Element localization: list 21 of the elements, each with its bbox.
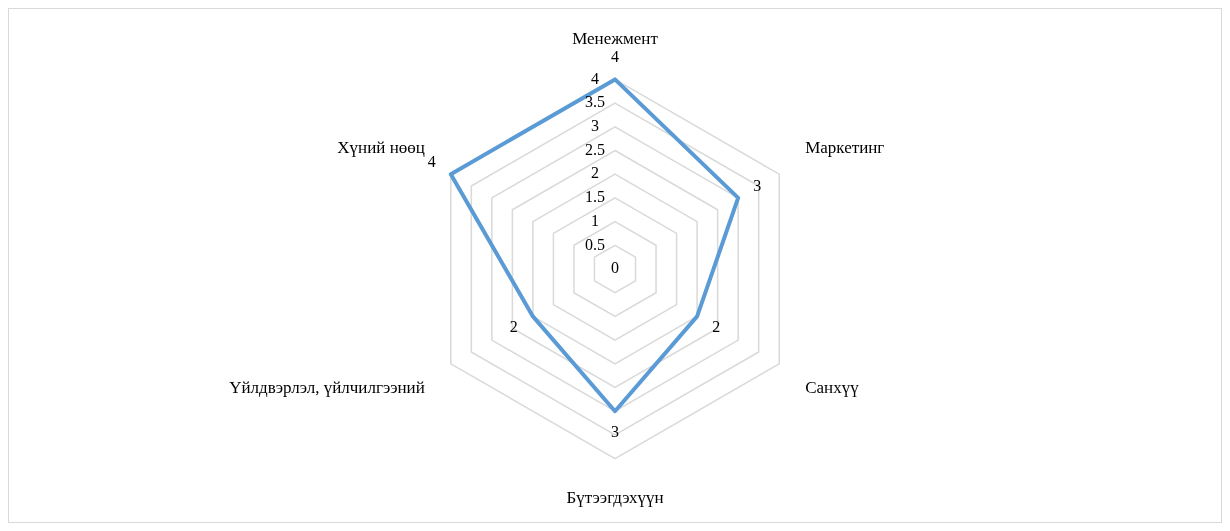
data-label: 4 [427, 153, 436, 171]
spoke-label: Менежмент [572, 28, 659, 48]
y-tick-label: 0 [611, 259, 619, 277]
data-label: 3 [611, 423, 619, 441]
data-label: 2 [712, 317, 721, 335]
data-label: 4 [611, 47, 619, 65]
spoke-label: Санхүү [805, 378, 860, 398]
y-tick-label: 2 [591, 164, 599, 182]
y-tick-label: 0.5 [585, 235, 605, 253]
y-tick-label: 2.5 [585, 140, 605, 158]
y-tick-label: 3.5 [585, 93, 605, 111]
data-label: 3 [753, 177, 762, 195]
spoke-label: Бүтээгдэхүүн [566, 488, 664, 508]
y-tick-label: 1 [591, 211, 599, 229]
spoke-label: Үйлдвэрлэл, үйлчилгээний [229, 378, 425, 398]
y-tick-label: 1.5 [585, 188, 605, 206]
y-tick-label: 4 [591, 69, 599, 87]
spoke-label: Хүний нөөц [337, 138, 425, 158]
spoke-label: Маркетинг [805, 138, 885, 158]
y-tick-label: 3 [591, 117, 599, 134]
data-label: 2 [509, 317, 518, 335]
